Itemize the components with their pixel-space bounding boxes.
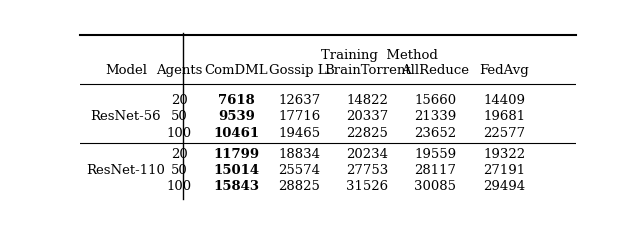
Text: 20234: 20234 [346, 147, 388, 160]
Text: 31526: 31526 [346, 180, 388, 193]
Text: 29494: 29494 [483, 180, 525, 193]
Text: 27191: 27191 [483, 164, 525, 176]
Text: 15660: 15660 [414, 94, 456, 107]
Text: 11799: 11799 [213, 147, 259, 160]
Text: Gossip L.: Gossip L. [269, 63, 330, 76]
Text: Training  Method: Training Method [321, 49, 438, 62]
Text: BrainTorrent: BrainTorrent [324, 63, 410, 76]
Text: 19322: 19322 [483, 147, 525, 160]
Text: 20: 20 [171, 94, 188, 107]
Text: 19559: 19559 [414, 147, 456, 160]
Text: 21339: 21339 [414, 110, 456, 123]
Text: 17716: 17716 [278, 110, 321, 123]
Text: 20337: 20337 [346, 110, 388, 123]
Text: AllReduce: AllReduce [401, 63, 469, 76]
Text: Model: Model [105, 63, 147, 76]
Text: 100: 100 [166, 126, 192, 139]
Text: 28825: 28825 [278, 180, 321, 193]
Text: 12637: 12637 [278, 94, 321, 107]
Text: ResNet-56: ResNet-56 [91, 110, 161, 123]
Text: 23652: 23652 [414, 126, 456, 139]
Text: 15843: 15843 [213, 180, 259, 193]
Text: 9539: 9539 [218, 110, 255, 123]
Text: 27753: 27753 [346, 164, 388, 176]
Text: 28117: 28117 [414, 164, 456, 176]
Text: 100: 100 [166, 180, 192, 193]
Text: 20: 20 [171, 147, 188, 160]
Text: Agents: Agents [156, 63, 202, 76]
Text: 14822: 14822 [346, 94, 388, 107]
Text: 50: 50 [171, 110, 188, 123]
Text: 22825: 22825 [346, 126, 388, 139]
Text: 18834: 18834 [278, 147, 321, 160]
Text: 50: 50 [171, 164, 188, 176]
Text: 22577: 22577 [483, 126, 525, 139]
Text: 19681: 19681 [483, 110, 525, 123]
Text: 10461: 10461 [213, 126, 259, 139]
Text: 14409: 14409 [483, 94, 525, 107]
Text: ComDML: ComDML [204, 63, 268, 76]
Text: ResNet-110: ResNet-110 [86, 164, 165, 176]
Text: 30085: 30085 [414, 180, 456, 193]
Text: 7618: 7618 [218, 94, 255, 107]
Text: 15014: 15014 [213, 164, 259, 176]
Text: 19465: 19465 [278, 126, 321, 139]
Text: FedAvg: FedAvg [479, 63, 529, 76]
Text: 25574: 25574 [278, 164, 321, 176]
